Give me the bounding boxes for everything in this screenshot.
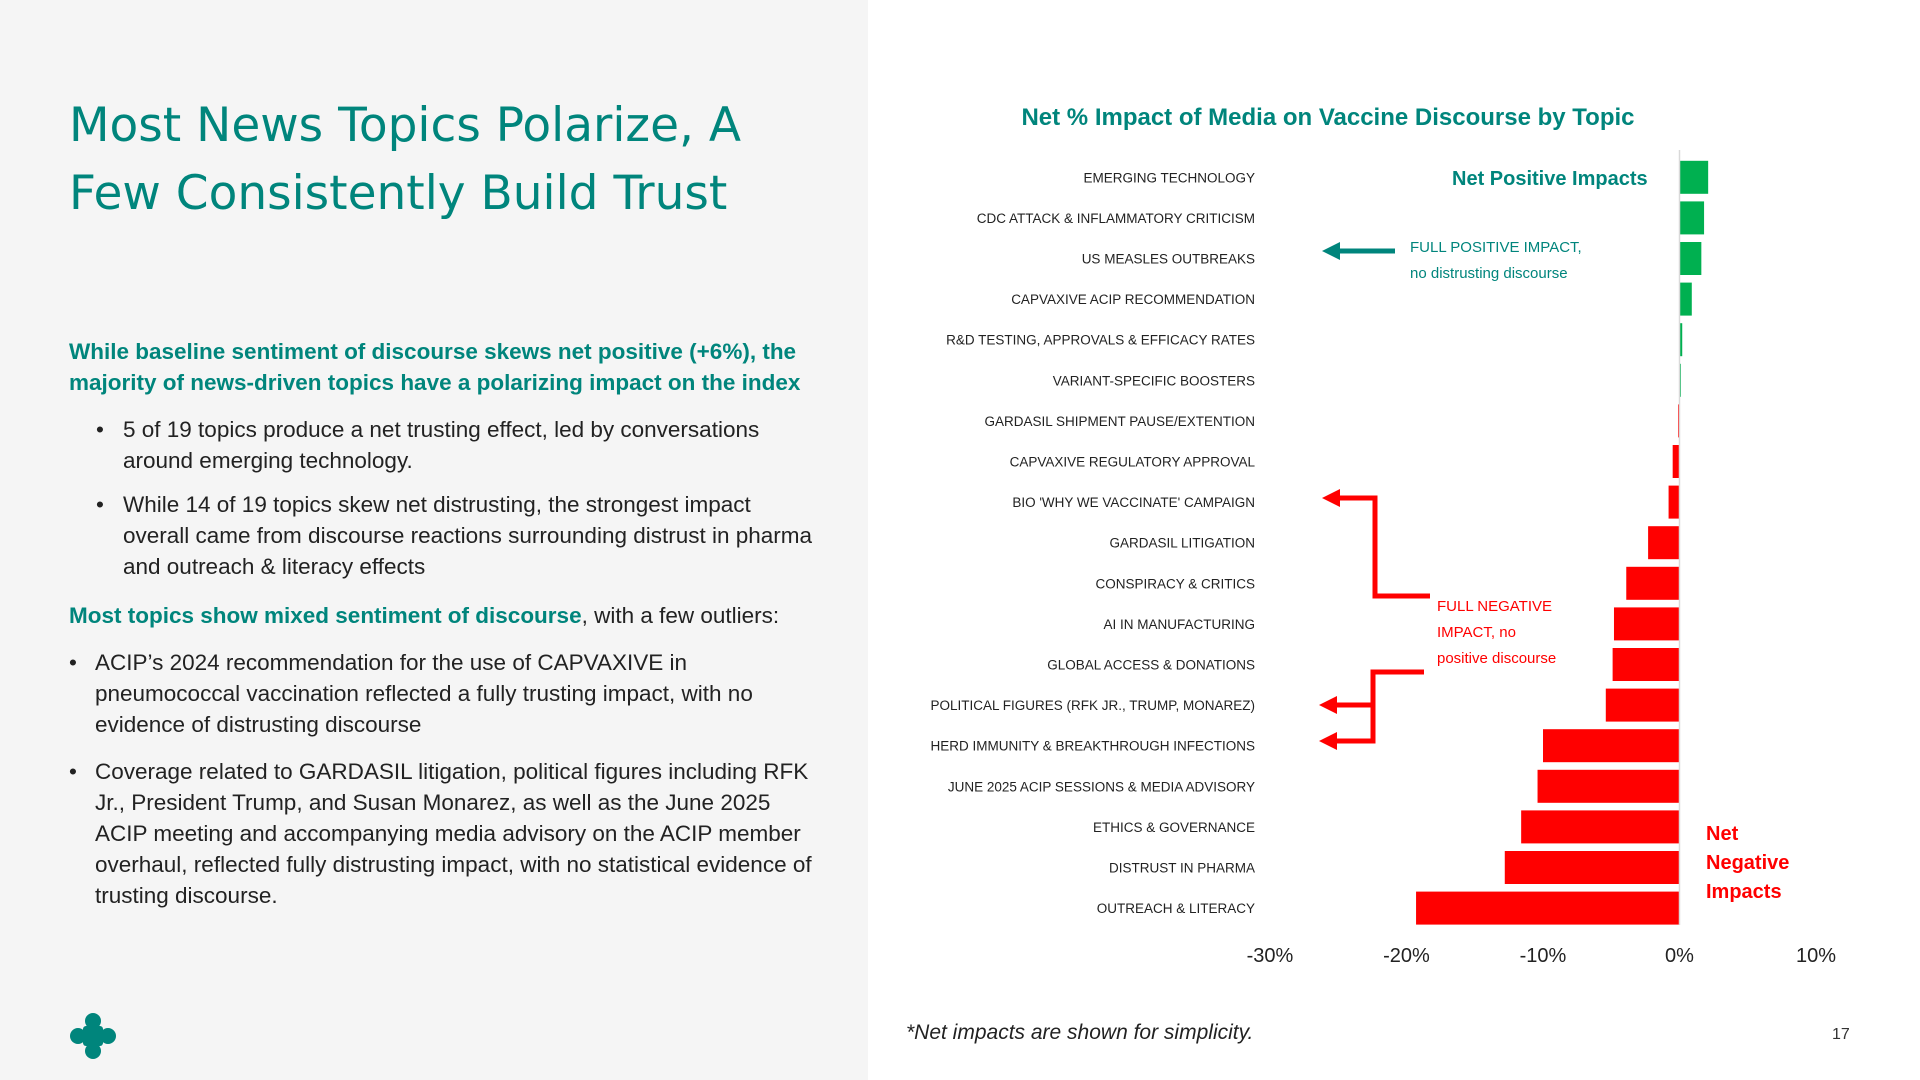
category-label: CAPVAXIVE REGULATORY APPROVAL [1010,455,1256,470]
positive-note-line: FULL POSITIVE IMPACT, [1410,239,1582,256]
x-tick-label: -30% [1247,945,1294,967]
bar [1612,648,1680,681]
arrow-full-positive [1322,242,1395,260]
footnote: *Net impacts are shown for simplicity. [906,1021,1254,1044]
impact-chart: Net % Impact of Media on Vaccine Discour… [930,104,1837,967]
bullet-marker: • [96,417,104,442]
body-text: While baseline sentiment of discourse sk… [69,336,819,927]
category-label: R&D TESTING, APPROVALS & EFFICACY RATES [946,333,1255,348]
bar [1626,566,1680,600]
slide-title: Most News Topics Polarize, A Few Consist… [69,98,742,221]
bullet-text: Coverage related to GARDASIL litigation,… [95,759,812,908]
arrow-full-negative-lower [1319,669,1424,750]
x-tick-label: -10% [1520,945,1567,967]
category-label: AI IN MANUFACTURING [1103,617,1255,632]
bullet-text: While 14 of 19 topics skew net distrusti… [123,492,813,579]
bullet-item: • ACIP’s 2024 recommendation for the use… [69,647,819,740]
bar [1679,323,1683,357]
category-label: GARDASIL LITIGATION [1109,536,1255,551]
bar [1537,769,1680,803]
bar [1416,891,1680,925]
arrow-full-negative-upper [1322,489,1430,599]
bullet-item: • While 14 of 19 topics skew net distrus… [69,489,819,582]
bullet-marker: • [69,759,77,784]
category-label: BIO 'WHY WE VACCINATE' CAMPAIGN [1012,495,1255,510]
merck-logo-icon [70,1013,116,1059]
category-label: US MEASLES OUTBREAKS [1082,252,1255,267]
section2-lead: Most topics show mixed sentiment of disc… [69,603,582,628]
bar [1605,688,1680,722]
negative-note-line: FULL NEGATIVE [1437,598,1552,615]
bullet-text: ACIP’s 2024 recommendation for the use o… [95,650,753,737]
category-label: VARIANT-SPECIFIC BOOSTERS [1053,373,1255,388]
bar [1521,810,1680,844]
negative-header-line: Negative [1706,852,1789,874]
category-label: ETHICS & GOVERNANCE [1093,820,1255,835]
bullet-text: 5 of 19 topics produce a net trusting ef… [123,417,760,473]
category-label: HERD IMMUNITY & BREAKTHROUGH INFECTIONS [930,739,1255,754]
category-label: GARDASIL SHIPMENT PAUSE/EXTENTION [984,414,1255,429]
bullet-item: • 5 of 19 topics produce a net trusting … [69,414,819,476]
bar [1613,607,1680,641]
section2-rest: , with a few outliers: [581,603,780,628]
bar [1679,160,1709,194]
category-label: JUNE 2025 ACIP SESSIONS & MEDIA ADVISORY [948,779,1255,794]
bar [1672,445,1680,478]
bar [1504,851,1680,884]
intro-paragraph: While baseline sentiment of discourse sk… [69,339,801,395]
negative-note-line: IMPACT, no [1437,624,1516,641]
bar [1668,485,1680,519]
category-label: CDC ATTACK & INFLAMMATORY CRITICISM [977,211,1255,226]
x-tick-label: 0% [1665,945,1694,967]
bar [1543,729,1680,763]
negative-note-line: positive discourse [1437,650,1556,667]
category-label: CAPVAXIVE ACIP RECOMMENDATION [1011,292,1255,307]
chart-title: Net % Impact of Media on Vaccine Discour… [1021,104,1634,131]
category-label: OUTREACH & LITERACY [1097,901,1255,916]
x-tick-labels: -30% -20% -10% 0% 10% [1247,945,1837,967]
bar [1679,201,1705,235]
bars [1416,160,1709,925]
left-panel: Most News Topics Polarize, A Few Consist… [0,0,868,1080]
bar [1679,282,1692,316]
positive-note-line: no distrusting discourse [1410,265,1568,282]
category-label: GLOBAL ACCESS & DONATIONS [1047,658,1255,673]
category-label: EMERGING TECHNOLOGY [1083,170,1255,185]
category-label: CONSPIRACY & CRITICS [1095,576,1255,591]
x-tick-label: 10% [1796,945,1836,967]
category-label: POLITICAL FIGURES (RFK JR., TRUMP, MONAR… [930,698,1255,713]
category-label: DISTRUST IN PHARMA [1109,861,1255,876]
negative-header-line: Impacts [1706,881,1782,903]
category-labels: EMERGING TECHNOLOGY CDC ATTACK & INFLAMMA… [930,170,1255,916]
negative-header-line: Net [1706,823,1739,845]
section2-heading: Most topics show mixed sentiment of disc… [69,600,819,631]
x-tick-label: -20% [1383,945,1430,967]
bullet-marker: • [96,492,104,517]
positive-header: Net Positive Impacts [1452,168,1648,190]
bar [1648,526,1680,560]
bullet-item: • Coverage related to GARDASIL litigatio… [69,756,819,911]
bullet-marker: • [69,650,77,675]
page-number: 17 [1832,1026,1850,1043]
bar [1679,242,1702,275]
